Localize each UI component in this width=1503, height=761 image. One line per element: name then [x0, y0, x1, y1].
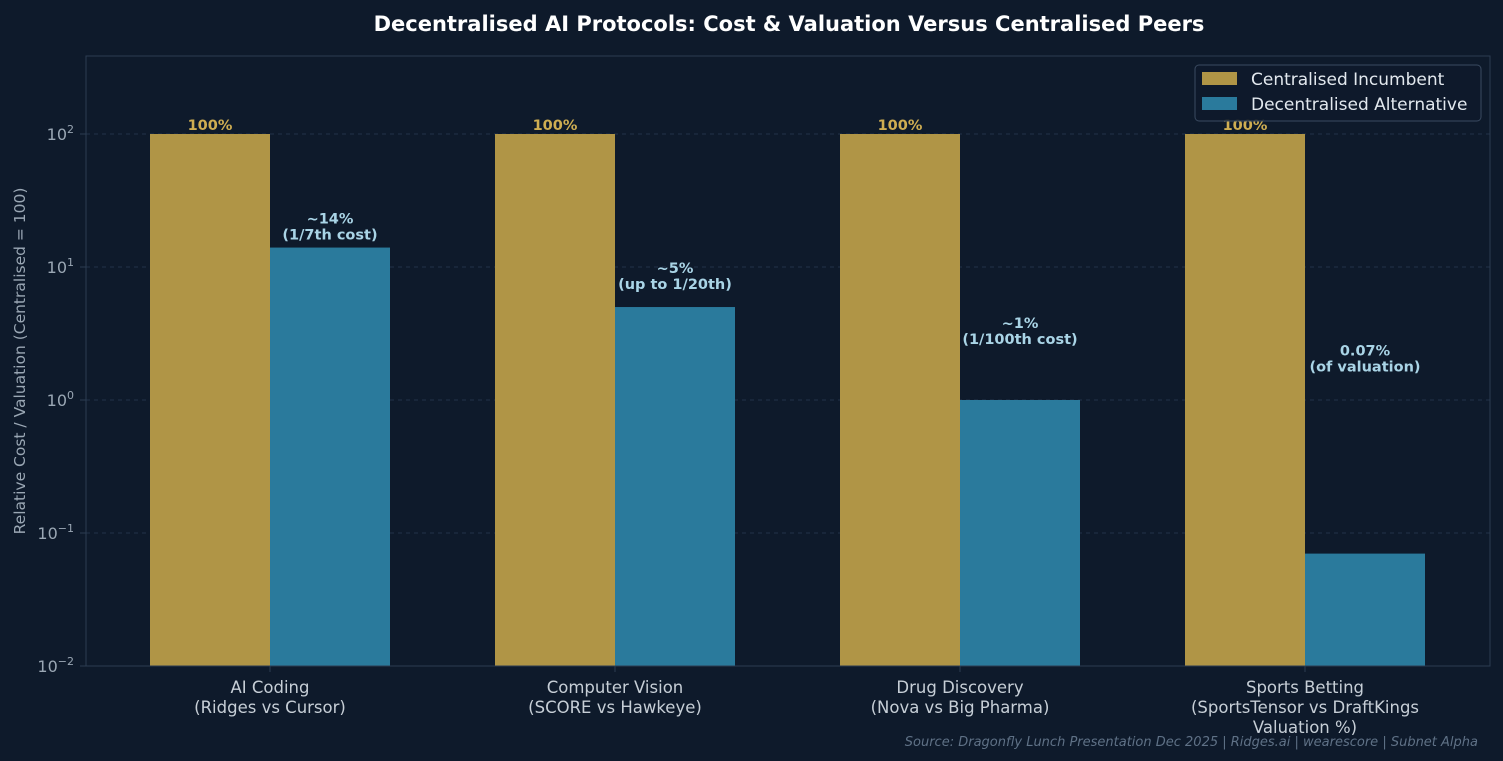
decentralised-value-label: ~1% [1002, 316, 1039, 332]
source-note: Source: Dragonfly Lunch Presentation Dec… [905, 735, 1478, 750]
chart-title: Decentralised AI Protocols: Cost & Valua… [374, 12, 1205, 36]
centralised-bar [840, 134, 960, 666]
decentralised-value-label: (of valuation) [1309, 360, 1420, 376]
decentralised-value-label: (up to 1/20th) [618, 277, 732, 293]
centralised-bar [1185, 134, 1305, 666]
y-tick-label: 101 [47, 256, 74, 277]
centralised-value-label: 100% [188, 118, 233, 134]
x-category-label: Drug Discovery [896, 678, 1023, 697]
x-category-label: Computer Vision [547, 678, 684, 697]
legend-swatch-centralised [1202, 72, 1237, 85]
y-tick-label: 10−2 [37, 655, 74, 676]
legend: Centralised Incumbent Decentralised Alte… [1194, 64, 1482, 122]
x-category-label: (SportsTensor vs DraftKings [1191, 698, 1419, 717]
y-tick-label: 102 [47, 123, 74, 144]
y-axis-label: Relative Cost / Valuation (Centralised =… [11, 188, 29, 535]
x-category-label: Valuation %) [1253, 718, 1357, 737]
x-category-label: AI Coding [230, 678, 309, 697]
x-category-label: Sports Betting [1246, 678, 1364, 697]
decentralised-value-label: (1/7th cost) [282, 228, 377, 244]
centralised-value-label: 100% [1223, 118, 1268, 134]
decentralised-value-label: ~14% [307, 212, 354, 228]
centralised-bar [150, 134, 270, 666]
decentralised-bar [960, 400, 1080, 666]
plot-area-border [85, 55, 1491, 667]
decentralised-bar [270, 247, 390, 666]
x-axis-categories: AI Coding(Ridges vs Cursor) Computer Visi… [194, 666, 1419, 737]
bars [150, 134, 1425, 666]
y-axis-ticks: 10−2 10−1 100 101 102 [37, 123, 86, 676]
centralised-value-label: 100% [878, 118, 923, 134]
y-tick-label: 10−1 [37, 522, 74, 543]
decentralised-value-label: 0.07% [1340, 344, 1391, 360]
decentralised-value-label: (1/100th cost) [962, 332, 1077, 348]
decentralised-bar [615, 307, 735, 666]
legend-label-decentralised: Decentralised Alternative [1251, 95, 1467, 115]
x-category-label: (Nova vs Big Pharma) [871, 698, 1050, 717]
decentralised-value-label: ~5% [657, 261, 694, 277]
centralised-value-label: 100% [533, 118, 578, 134]
y-tick-label: 100 [47, 389, 74, 410]
x-category-label: (Ridges vs Cursor) [194, 698, 346, 717]
x-category-label: (SCORE vs Hawkeye) [528, 698, 702, 717]
legend-label-centralised: Centralised Incumbent [1251, 70, 1445, 90]
decentralised-bar [1305, 553, 1425, 666]
centralised-bar [495, 134, 615, 666]
legend-box [1194, 64, 1482, 122]
bar-value-labels: 100% ~14%(1/7th cost) 100% ~5%(up to 1/20th… [188, 118, 1421, 376]
legend-swatch-decentralised [1202, 97, 1237, 110]
